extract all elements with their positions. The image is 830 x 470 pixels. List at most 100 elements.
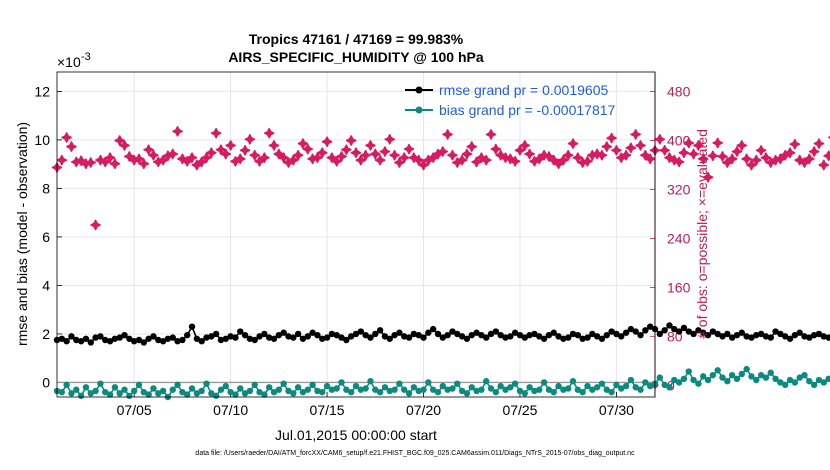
rmse-point: [261, 330, 268, 338]
obs-point: [379, 146, 391, 157]
bias-point: [671, 376, 678, 384]
rmse-point: [217, 336, 225, 344]
bias-point: [637, 386, 644, 393]
bias-point: [333, 385, 340, 392]
bias-point: [661, 381, 668, 389]
bias-point: [791, 379, 799, 386]
obs-point: [726, 153, 738, 165]
bias-point: [613, 381, 620, 389]
bias-point: [531, 387, 538, 395]
rmse-point: [68, 333, 75, 340]
bias-point: [569, 378, 577, 385]
rmse-point: [671, 325, 678, 333]
rmse-point: [357, 328, 365, 335]
bias-point: [265, 384, 273, 391]
bias-point: [111, 384, 119, 391]
rmse-point: [169, 334, 176, 341]
rmse-point: [184, 331, 191, 339]
rmse-point: [420, 334, 427, 341]
rmse-point: [439, 334, 447, 341]
rmse-point: [232, 334, 239, 341]
bias-point: [251, 381, 258, 389]
bias-point: [73, 386, 80, 393]
rmse-point: [536, 333, 543, 340]
bias-point: [415, 387, 422, 395]
rmse-point: [782, 333, 789, 340]
rmse-point: [724, 330, 731, 338]
obs-point: [85, 157, 97, 168]
obs-point: [384, 134, 396, 145]
chart-title-line2: AIRS_SPECIFIC_HUMIDITY @ 100 hPa: [228, 49, 484, 65]
obs-point: [620, 149, 632, 161]
bias-point: [126, 392, 133, 399]
legend-entry-bias: bias grand pr = -0.00017817: [405, 102, 616, 118]
rmse-point: [367, 334, 374, 341]
obs-point: [654, 134, 666, 145]
rmse-series: [53, 322, 830, 346]
rmse-point: [511, 329, 519, 336]
obs-point: [239, 145, 251, 156]
rmse-point: [815, 330, 823, 338]
obs-point: [717, 151, 728, 162]
rmse-point: [695, 327, 702, 334]
rmse-point: [709, 328, 717, 335]
bias-point: [762, 374, 770, 381]
rmse-point: [285, 333, 292, 340]
bias-point: [545, 386, 553, 393]
bias-point: [294, 384, 302, 391]
bias-point: [618, 385, 625, 392]
bias-point: [367, 378, 374, 385]
bias-point: [193, 390, 201, 397]
rmse-point: [550, 329, 557, 336]
rmse-point: [516, 331, 524, 339]
rmse-point: [314, 331, 321, 339]
obs-point: [259, 152, 270, 163]
obs-point: [673, 156, 685, 168]
bias-series: [53, 365, 830, 401]
bias-point: [724, 378, 731, 385]
obs-point: [148, 149, 159, 161]
bias-point: [169, 386, 176, 393]
obs-point: [365, 140, 376, 151]
bias-point: [444, 386, 451, 393]
obs-point: [596, 149, 608, 161]
rmse-point: [777, 330, 784, 338]
rmse-point: [458, 333, 466, 340]
rmse-point: [608, 328, 615, 335]
bias-point: [362, 385, 369, 392]
bias-point: [454, 380, 461, 387]
rmse-point: [526, 331, 533, 339]
bias-point: [232, 391, 239, 398]
obs-point: [490, 143, 502, 155]
y-right-tick-label: 400: [667, 133, 691, 149]
bias-point: [347, 388, 355, 396]
rmse-point: [265, 334, 273, 341]
bias-point: [526, 384, 533, 391]
y-left-tick-label: 12: [34, 83, 50, 99]
bias-point: [642, 379, 649, 386]
obs-point: [606, 132, 617, 144]
rmse-point: [560, 335, 567, 342]
bias-point: [700, 373, 707, 380]
obs-point: [741, 153, 752, 165]
rmse-point: [786, 335, 794, 342]
rmse-point: [637, 331, 644, 339]
rmse-point: [77, 338, 85, 345]
rmse-point: [396, 329, 403, 336]
obs-point: [784, 147, 796, 159]
bias-point: [410, 384, 418, 391]
bias-point: [256, 388, 263, 396]
rmse-point: [155, 336, 162, 344]
rmse-point: [767, 334, 774, 341]
obs-point: [750, 154, 762, 166]
bias-point: [579, 388, 586, 396]
bias-point: [748, 373, 755, 380]
bias-point: [608, 388, 615, 396]
bias-point: [275, 386, 283, 393]
bias-point: [386, 387, 393, 395]
obs-point: [244, 134, 256, 145]
bias-point: [338, 379, 345, 386]
rmse-point: [704, 331, 712, 339]
bias-point: [507, 384, 514, 391]
obs-point: [109, 158, 121, 170]
